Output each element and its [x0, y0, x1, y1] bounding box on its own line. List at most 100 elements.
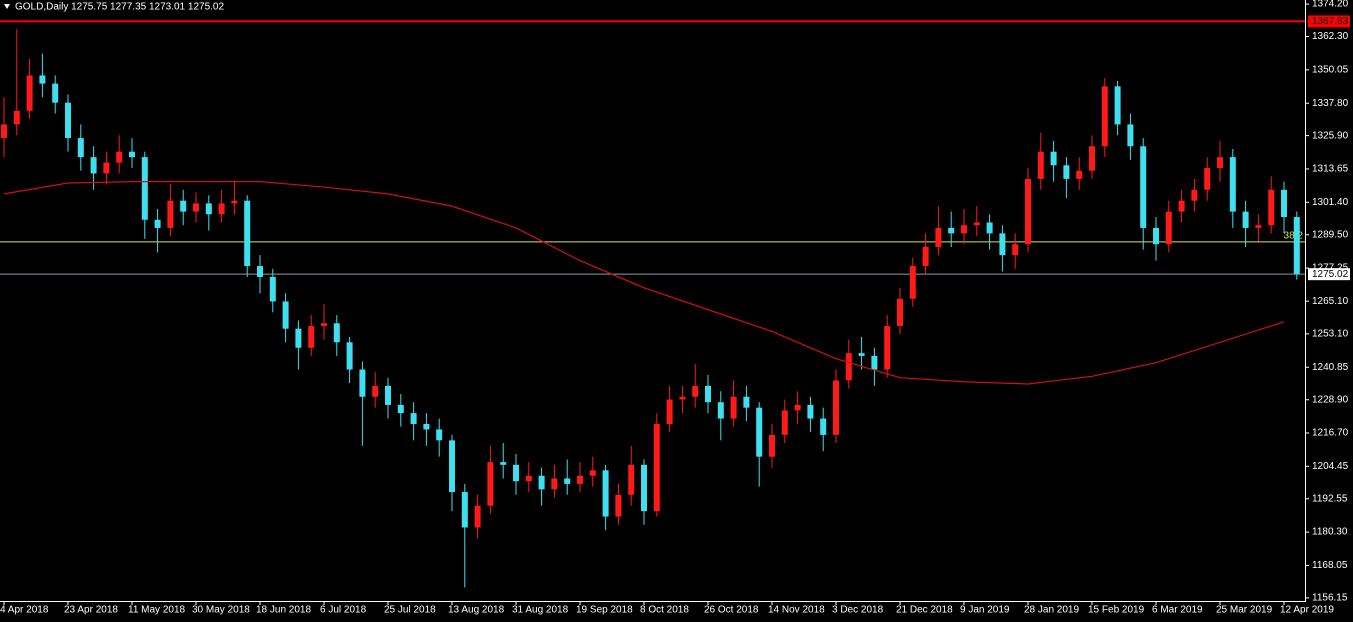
candle-body: [1012, 244, 1019, 256]
candle-body: [372, 385, 379, 397]
candle-body: [769, 434, 775, 457]
candle-body: [461, 492, 468, 528]
x-tick-label: 15 Feb 2019: [1088, 605, 1145, 616]
candle-body: [1140, 146, 1147, 228]
candle-body: [269, 276, 276, 302]
candle-body: [1025, 178, 1031, 245]
candle-body: [756, 407, 763, 457]
candle-body: [897, 298, 903, 326]
x-tick-label: 23 Apr 2018: [64, 605, 118, 616]
candle-body: [589, 470, 596, 476]
x-tick-label: 30 May 2018: [192, 605, 250, 616]
candle-body: [1255, 225, 1262, 228]
candle-body: [257, 266, 263, 277]
y-tick-label: 1156.15: [1312, 593, 1348, 604]
candle-body: [1127, 124, 1134, 147]
x-tick-label: 21 Dec 2018: [896, 605, 953, 616]
candle-body: [538, 475, 545, 490]
candle-body: [474, 505, 481, 528]
candle-body: [871, 355, 878, 370]
x-tick-label: 19 Sep 2018: [576, 605, 633, 616]
candle-body: [781, 410, 788, 435]
x-tick-label: 25 Jul 2018: [384, 605, 436, 616]
x-tick-label: 4 Apr 2018: [0, 605, 49, 616]
candle-body: [1114, 86, 1121, 125]
y-tick-label: 1168.05: [1312, 560, 1348, 571]
candle-body: [743, 396, 750, 408]
candle-body: [193, 203, 199, 212]
y-tick-label: 1313.65: [1312, 164, 1349, 175]
candle-body: [948, 227, 955, 234]
x-tick-label: 18 Jun 2018: [256, 605, 311, 616]
candle-body: [1268, 189, 1275, 226]
candle-body: [794, 404, 801, 411]
candle-body: [615, 494, 622, 517]
x-tick-label: 13 Aug 2018: [448, 605, 505, 616]
menu-arrow: [4, 4, 10, 9]
y-tick-label: 1216.70: [1312, 428, 1349, 439]
candle-body: [410, 413, 417, 424]
x-tick-label: 31 Aug 2018: [512, 605, 569, 616]
candle-body: [218, 203, 225, 215]
chart-title: GOLD,Daily 1275.75 1277.35 1273.01 1275.…: [15, 2, 224, 13]
candle-body: [1037, 151, 1044, 179]
x-tick-label: 6 Mar 2019: [1152, 605, 1203, 616]
y-tick-label: 1265.10: [1312, 296, 1349, 307]
candle-body: [103, 162, 110, 174]
candle-body: [359, 369, 366, 397]
candle-body: [154, 219, 161, 228]
candle-body: [308, 325, 315, 348]
candle-body: [1217, 157, 1223, 169]
candle-body: [1076, 170, 1083, 179]
candle-body: [577, 475, 583, 484]
candle-body: [820, 418, 827, 435]
candle-body: [282, 301, 289, 329]
candle-body: [884, 325, 891, 370]
candle-body: [1165, 211, 1172, 245]
moving-average: [3, 181, 1285, 385]
y-tick-label: 1374.20: [1312, 0, 1349, 10]
candle-body: [13, 110, 20, 125]
y-tick-label: 1337.80: [1312, 98, 1349, 109]
candle-body: [705, 385, 711, 403]
candle-body: [333, 323, 340, 343]
candle-body: [922, 246, 929, 267]
bid-tag: [1308, 268, 1350, 281]
candle-body: [602, 470, 609, 517]
candle-body: [717, 402, 724, 419]
candle-body: [858, 353, 865, 356]
bid-tag-label: 1275.02: [1312, 269, 1349, 280]
candle-body: [1063, 165, 1070, 179]
candle-body: [385, 385, 391, 405]
y-tick-label: 1204.45: [1312, 461, 1349, 472]
candle-body: [397, 404, 404, 414]
candle-body: [653, 423, 660, 512]
candle-body: [1242, 211, 1249, 228]
x-tick-label: 14 Nov 2018: [768, 605, 825, 616]
candle-body: [487, 462, 494, 506]
candle-body: [525, 475, 532, 482]
y-tick-label: 1325.90: [1312, 130, 1349, 141]
y-tick-label: 1253.10: [1312, 328, 1349, 339]
candle-body: [1101, 86, 1108, 147]
x-tick-label: 3 Dec 2018: [832, 605, 884, 616]
candle-body: [1293, 217, 1300, 275]
candle-body: [90, 157, 97, 174]
y-tick-label: 1301.40: [1312, 197, 1349, 208]
candle-body: [65, 102, 71, 139]
candle-body: [973, 222, 980, 226]
x-tick-label: 9 Jan 2019: [960, 605, 1010, 616]
candle-body: [1089, 146, 1095, 171]
candle-body: [564, 478, 571, 484]
candle-body: [730, 396, 737, 419]
candle-body: [845, 353, 852, 381]
candle-body: [231, 200, 238, 204]
candle-body: [26, 75, 33, 111]
candle-body: [205, 203, 212, 215]
y-tick-label: 1350.05: [1312, 64, 1349, 75]
candle-body: [129, 151, 135, 158]
fibonacci-label: 38.2: [1284, 230, 1304, 241]
candle-body: [1153, 227, 1159, 245]
